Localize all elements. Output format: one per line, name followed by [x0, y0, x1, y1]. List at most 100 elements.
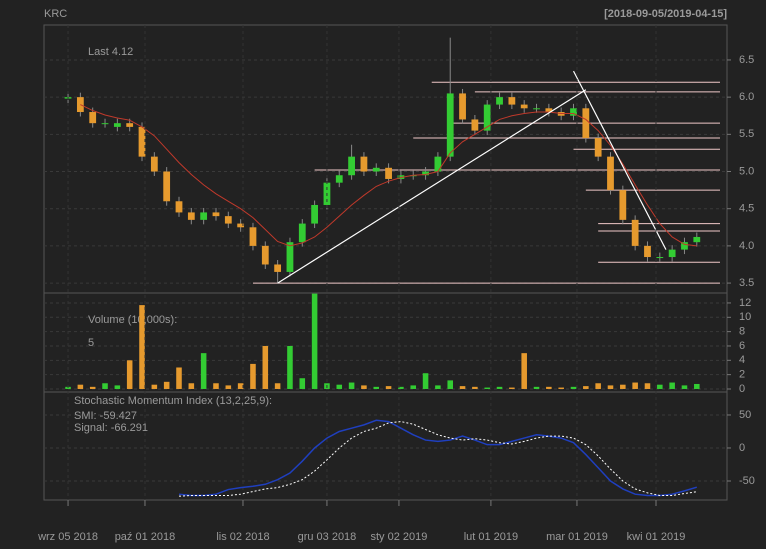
smi-line — [178, 421, 697, 497]
legend-entry: Signal: -66.291 — [74, 422, 148, 434]
y-tick-label: 6 — [739, 340, 745, 352]
volume-bar — [262, 345, 269, 389]
volume-bar — [385, 386, 392, 389]
candle-body — [385, 167, 392, 179]
candle-body — [311, 204, 319, 224]
y-tick-label: 6.5 — [739, 54, 754, 66]
volume-bar — [496, 386, 503, 389]
candle-body — [668, 249, 676, 258]
y-tick-label: 8 — [739, 326, 745, 338]
volume-bar — [200, 353, 207, 389]
volume-bar — [583, 386, 589, 389]
last-price: Last 4.12 — [88, 46, 133, 58]
candle-body — [508, 97, 516, 105]
legend-entry: SMI: -59.427 — [74, 410, 137, 422]
candle-body — [212, 212, 220, 217]
volume-bar — [126, 360, 133, 389]
volume-bar — [89, 386, 96, 389]
volume-bar — [546, 386, 552, 389]
candle-body — [570, 108, 577, 116]
x-tick-label: lut 01 2019 — [464, 531, 518, 543]
last-volume: 5 — [88, 337, 94, 349]
candle-body — [434, 156, 442, 172]
y-tick-label: -50 — [739, 475, 755, 487]
moving-average — [80, 104, 697, 247]
y-tick-label: 4 — [739, 354, 745, 366]
candle-body — [422, 171, 429, 176]
candle-body — [224, 216, 232, 224]
volume-bar — [114, 385, 121, 389]
x-tick-label: mar 01 2019 — [546, 531, 608, 543]
volume-bar — [213, 383, 219, 389]
candle-body — [113, 123, 121, 127]
volume-bar — [459, 386, 466, 389]
volume-bar — [447, 380, 453, 389]
candle-body — [249, 227, 257, 246]
volume-bar — [151, 384, 158, 389]
volume-bar — [188, 383, 195, 389]
y-tick-label: 4.5 — [739, 203, 754, 215]
volume-bar — [299, 378, 306, 389]
candle-body — [594, 138, 602, 157]
y-tick-label: 3.5 — [739, 277, 754, 289]
x-tick-label: wrz 05 2018 — [37, 531, 98, 543]
candle-body — [533, 108, 540, 110]
candle-body — [471, 119, 479, 131]
volume-bar — [422, 373, 429, 389]
volume-bar — [102, 383, 108, 389]
volume-bar — [509, 387, 515, 389]
candle-body — [237, 223, 245, 228]
volume-bar — [287, 345, 293, 389]
candle-body — [483, 104, 491, 131]
volume-bar — [657, 384, 663, 389]
candle-body — [286, 242, 294, 272]
y-tick-label: 10 — [739, 311, 751, 323]
y-tick-label: 6.0 — [739, 91, 754, 103]
volume-bar — [484, 387, 490, 389]
volume-bar — [558, 387, 564, 389]
candle-body — [101, 123, 109, 125]
volume-bar — [595, 383, 601, 389]
x-tick-label: sty 02 2019 — [371, 531, 428, 543]
candle-body — [372, 167, 380, 172]
volume-bar — [311, 293, 318, 389]
volume-bar — [77, 384, 84, 389]
y-tick-label: 4.0 — [739, 240, 754, 252]
y-tick-label: 5.0 — [739, 165, 754, 177]
x-tick-label: gru 03 2018 — [298, 531, 357, 543]
candle-body — [693, 236, 701, 243]
volume-bar — [250, 363, 256, 389]
candle-body — [619, 190, 627, 220]
candle-body — [126, 123, 134, 127]
candle-body — [360, 156, 368, 172]
candle-body — [187, 212, 195, 220]
volume-bar — [644, 383, 651, 389]
volume-bar — [225, 385, 232, 389]
volume-bar — [533, 386, 540, 389]
volume-bar — [681, 385, 688, 389]
candle-body — [545, 108, 553, 113]
chart-title: KRC — [44, 8, 67, 20]
volume-bar — [410, 385, 417, 389]
chart-subtitle: [2018-09-05/2019-04-15] — [604, 8, 727, 20]
candle-body — [335, 175, 343, 183]
candle-body — [348, 156, 355, 176]
y-tick-label: 0 — [739, 383, 745, 395]
candle-body — [644, 245, 651, 258]
y-tick-label: 50 — [739, 409, 751, 421]
volume-bar — [570, 386, 577, 389]
candle-body — [138, 126, 146, 157]
candle-body — [681, 242, 688, 250]
candle-body — [607, 156, 614, 191]
volume-bar — [472, 386, 478, 389]
trend-line — [572, 70, 667, 250]
candle-body — [520, 104, 528, 109]
volume-bar — [669, 382, 675, 389]
trend-line — [277, 89, 587, 284]
volume-bar — [398, 386, 404, 389]
candle-body — [582, 108, 590, 139]
candle-body — [274, 264, 282, 272]
panel-title: Stochastic Momentum Index (13,2,25,9): — [74, 395, 272, 407]
x-tick-label: kwi 01 2019 — [627, 531, 686, 543]
